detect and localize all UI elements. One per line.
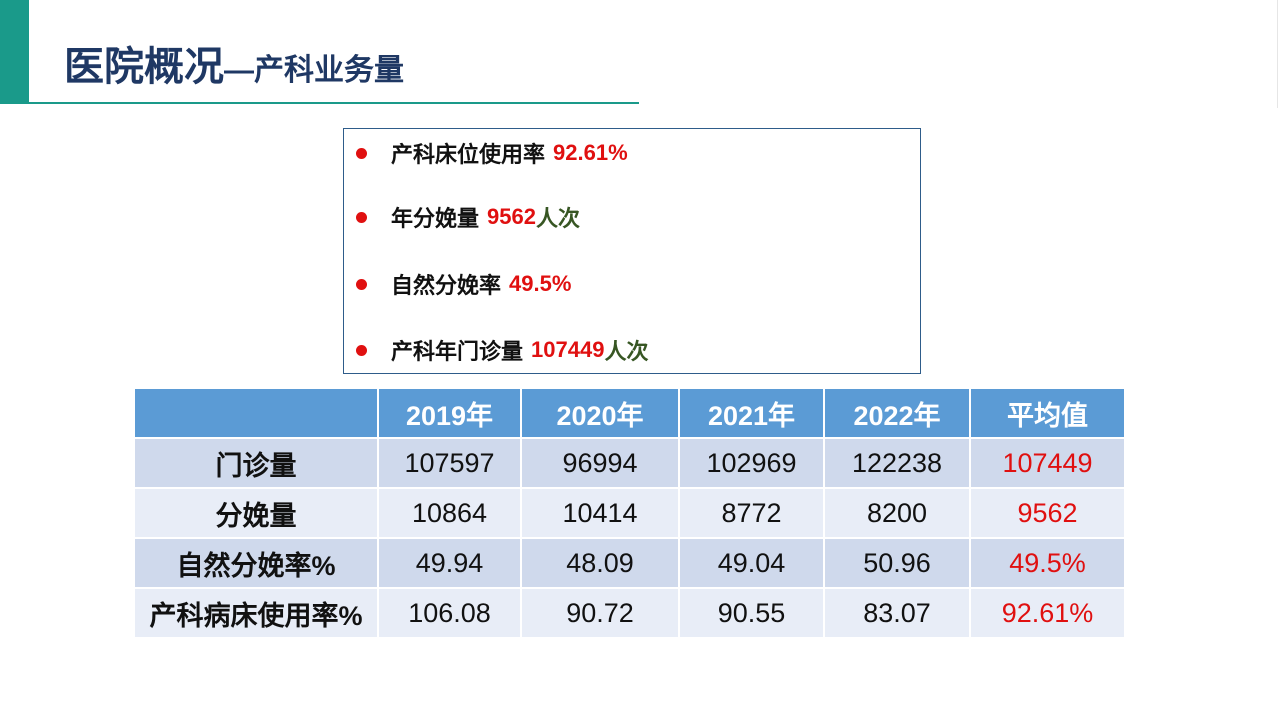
- average-cell: 49.5%: [969, 537, 1126, 589]
- table-row: 自然分娩率% 49.94 48.09 49.04 50.96 49.5%: [133, 537, 1126, 589]
- bullet-dot-icon: [356, 278, 367, 290]
- column-header: 平均值: [969, 387, 1126, 439]
- summary-label: 产科年门诊量: [391, 339, 524, 364]
- row-label: 门诊量: [133, 437, 379, 489]
- table-cell: 90.55: [678, 587, 825, 639]
- column-header: 2019年: [377, 387, 522, 439]
- summary-item-outpatient-visits: 产科年门诊量 107449 人次: [356, 335, 648, 365]
- table-row: 门诊量 107597 96994 102969 122238 107449: [133, 437, 1126, 489]
- average-cell: 107449: [969, 437, 1126, 489]
- average-cell: 92.61%: [969, 587, 1126, 639]
- table-cell: 107597: [377, 437, 522, 489]
- row-label: 分娩量: [133, 487, 379, 539]
- average-cell: 9562: [969, 487, 1126, 539]
- slide-edge-line: [1277, 0, 1278, 108]
- summary-label: 年分娩量: [391, 206, 480, 231]
- summary-box: 产科床位使用率 92.61% 年分娩量 9562 人次 自然分娩率 49.5% …: [343, 128, 921, 374]
- table-row: 分娩量 10864 10414 8772 8200 9562: [133, 487, 1126, 539]
- page-title-subtitle: —产科业务量: [224, 54, 404, 87]
- row-label: 产科病床使用率%: [133, 587, 379, 639]
- table-cell: 106.08: [377, 587, 522, 639]
- summary-unit: 人次: [535, 206, 580, 231]
- table-corner-cell: [133, 387, 379, 439]
- summary-value: 92.61%: [553, 140, 628, 165]
- page-title-main: 医院概况: [64, 45, 224, 89]
- table-cell: 10864: [377, 487, 522, 539]
- table-cell: 8200: [823, 487, 971, 539]
- page-title: 医院概况—产科业务量: [64, 34, 404, 92]
- table-cell: 102969: [678, 437, 825, 489]
- table-cell: 122238: [823, 437, 971, 489]
- summary-item-bed-usage: 产科床位使用率 92.61%: [356, 138, 628, 168]
- title-accent-bar: [0, 0, 29, 104]
- table-cell: 48.09: [520, 537, 680, 589]
- summary-value: 107449: [531, 337, 605, 362]
- column-header: 2020年: [520, 387, 680, 439]
- statistics-table: 2019年 2020年 2021年 2022年 平均值 门诊量 107597 9…: [133, 387, 1126, 639]
- table-cell: 49.04: [678, 537, 825, 589]
- table-header-row: 2019年 2020年 2021年 2022年 平均值: [133, 387, 1126, 439]
- bullet-dot-icon: [356, 211, 367, 223]
- table-cell: 90.72: [520, 587, 680, 639]
- table-cell: 50.96: [823, 537, 971, 589]
- table-row: 产科病床使用率% 106.08 90.72 90.55 83.07 92.61%: [133, 587, 1126, 639]
- summary-item-natural-birth-rate: 自然分娩率 49.5%: [356, 269, 571, 299]
- bullet-dot-icon: [356, 344, 367, 356]
- summary-unit: 人次: [604, 339, 649, 364]
- column-header: 2021年: [678, 387, 825, 439]
- summary-item-deliveries: 年分娩量 9562 人次: [356, 202, 580, 232]
- summary-value: 9562: [487, 204, 536, 229]
- row-label: 自然分娩率%: [133, 537, 379, 589]
- summary-label: 自然分娩率: [391, 273, 502, 298]
- table-cell: 10414: [520, 487, 680, 539]
- column-header: 2022年: [823, 387, 971, 439]
- table-cell: 8772: [678, 487, 825, 539]
- bullet-dot-icon: [356, 147, 367, 159]
- summary-label: 产科床位使用率: [391, 142, 546, 167]
- title-underline: [29, 102, 639, 104]
- table-cell: 96994: [520, 437, 680, 489]
- summary-value: 49.5%: [509, 271, 572, 296]
- table-cell: 49.94: [377, 537, 522, 589]
- table-cell: 83.07: [823, 587, 971, 639]
